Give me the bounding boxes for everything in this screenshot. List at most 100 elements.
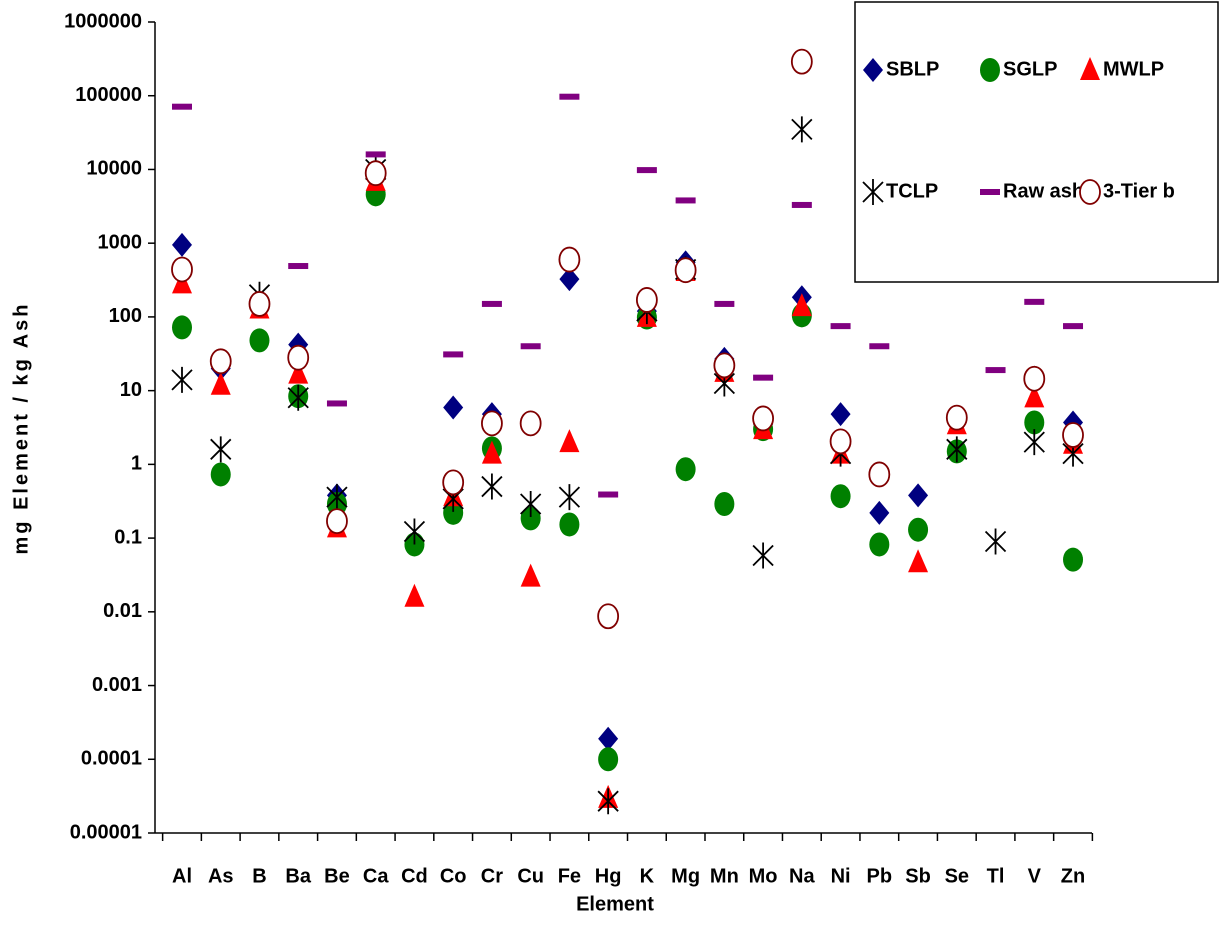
point bbox=[326, 400, 347, 407]
point bbox=[558, 484, 581, 511]
point bbox=[869, 532, 890, 557]
point bbox=[791, 116, 813, 143]
point bbox=[1024, 384, 1045, 408]
point bbox=[597, 788, 619, 815]
point bbox=[558, 246, 581, 273]
y-tick-label: 10000 bbox=[86, 158, 142, 180]
point bbox=[753, 374, 774, 381]
point bbox=[287, 384, 309, 411]
point bbox=[1063, 547, 1084, 572]
point bbox=[869, 500, 890, 525]
point bbox=[675, 457, 696, 482]
x-tick-label: Sb bbox=[905, 865, 931, 887]
y-tick-label: 10 bbox=[120, 379, 142, 401]
x-tick-label: K bbox=[640, 865, 655, 887]
legend-marker bbox=[980, 58, 1000, 82]
point bbox=[442, 469, 465, 496]
x-tick-label: Cd bbox=[401, 865, 428, 887]
point bbox=[481, 410, 503, 437]
point bbox=[288, 360, 309, 384]
x-tick-label: Al bbox=[172, 865, 192, 887]
point bbox=[520, 506, 541, 531]
x-tick-label: Ni bbox=[831, 865, 851, 887]
y-tick-label: 0.001 bbox=[92, 674, 142, 696]
point bbox=[830, 402, 851, 427]
y-tick-label: 0.01 bbox=[103, 600, 142, 622]
point bbox=[714, 300, 735, 307]
point bbox=[1023, 365, 1046, 392]
point bbox=[404, 583, 425, 607]
point bbox=[908, 517, 929, 542]
legend-box bbox=[854, 1, 1219, 283]
point bbox=[830, 484, 851, 509]
y-tick-label: 0.1 bbox=[114, 526, 142, 548]
point bbox=[791, 293, 812, 317]
legend-marker bbox=[980, 189, 1000, 195]
x-tick-label: Ba bbox=[285, 865, 311, 887]
x-tick-label: Zn bbox=[1061, 865, 1085, 887]
legend-marker bbox=[1079, 179, 1101, 205]
point bbox=[287, 344, 310, 371]
x-tick-label: Na bbox=[789, 865, 815, 887]
x-tick-label: Se bbox=[945, 865, 969, 887]
point bbox=[598, 726, 619, 751]
point bbox=[210, 436, 232, 463]
point bbox=[985, 367, 1006, 374]
point bbox=[171, 366, 193, 393]
legend-label: Raw ash bbox=[1003, 180, 1084, 202]
point bbox=[1024, 410, 1045, 435]
x-tick-label: Fe bbox=[558, 865, 581, 887]
point bbox=[210, 462, 231, 487]
legend-label: MWLP bbox=[1103, 58, 1164, 80]
point bbox=[365, 151, 386, 158]
legend-marker bbox=[862, 179, 884, 205]
point bbox=[481, 300, 502, 307]
point bbox=[714, 491, 735, 516]
point bbox=[364, 160, 387, 187]
point bbox=[908, 549, 929, 573]
legend-marker bbox=[863, 58, 883, 82]
point bbox=[288, 263, 309, 270]
point bbox=[519, 410, 542, 437]
legend-label: SGLP bbox=[1003, 58, 1057, 80]
point bbox=[209, 348, 232, 375]
point bbox=[1063, 323, 1084, 330]
point bbox=[481, 440, 502, 464]
point bbox=[830, 323, 851, 330]
x-tick-label: Cu bbox=[517, 865, 544, 887]
x-tick-label: B bbox=[252, 865, 266, 887]
point bbox=[443, 395, 464, 420]
x-axis-label: Element bbox=[576, 893, 654, 915]
point bbox=[326, 484, 348, 511]
x-tick-label: Tl bbox=[987, 865, 1005, 887]
point bbox=[326, 508, 348, 535]
y-tick-label: 1 bbox=[131, 453, 142, 475]
legend-label: SBLP bbox=[886, 58, 939, 80]
x-tick-label: Be bbox=[324, 865, 350, 887]
point bbox=[598, 491, 619, 498]
point bbox=[172, 103, 192, 110]
point bbox=[984, 528, 1007, 555]
point bbox=[481, 473, 503, 500]
point bbox=[443, 351, 464, 358]
point bbox=[597, 603, 620, 630]
point bbox=[791, 201, 812, 208]
x-tick-label: Mg bbox=[671, 865, 700, 887]
point bbox=[636, 167, 657, 174]
legend-marker bbox=[1080, 57, 1100, 80]
point bbox=[945, 404, 968, 431]
point bbox=[946, 436, 968, 463]
point bbox=[520, 491, 542, 517]
point bbox=[172, 232, 192, 257]
x-tick-label: Co bbox=[440, 865, 467, 887]
point bbox=[1023, 429, 1045, 456]
point bbox=[752, 405, 774, 432]
point bbox=[559, 93, 580, 100]
point bbox=[752, 542, 774, 569]
x-tick-label: Ca bbox=[363, 865, 389, 887]
x-tick-label: Cr bbox=[481, 865, 503, 887]
point bbox=[1024, 298, 1045, 305]
point bbox=[559, 267, 580, 292]
x-tick-label: Pb bbox=[867, 865, 893, 887]
